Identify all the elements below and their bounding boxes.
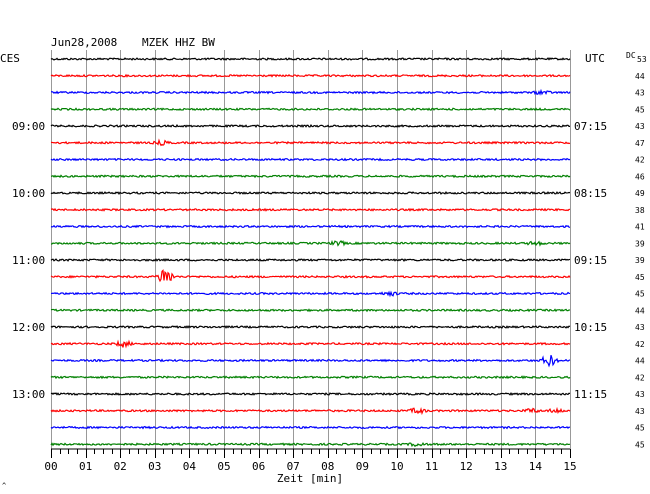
- x-tick-label: 14: [529, 460, 543, 473]
- right-time-label: 11:15: [574, 388, 607, 401]
- x-axis-ticks: 00 01 02 03 04 05 06 07 08 09 10 11 12 13 14 15: [44, 449, 577, 473]
- dc-offset-value: 45: [635, 440, 645, 449]
- seismic-trace: [50, 124, 570, 129]
- grid: [51, 50, 571, 449]
- dc-offset-value: 43: [635, 407, 645, 416]
- right-time-label: 07:15: [574, 120, 607, 133]
- dc-offset-value: 45: [635, 105, 645, 114]
- dc-offset-value: 45: [635, 290, 645, 299]
- x-tick-label: 07: [287, 460, 300, 473]
- dc-offset-value: 39: [635, 239, 645, 248]
- seismic-trace: [50, 239, 571, 247]
- left-time-label: 12:00: [12, 321, 45, 334]
- seismic-trace: [50, 392, 571, 396]
- right-time-label: 09:15: [574, 254, 607, 267]
- dc-offset-value: 43: [635, 390, 645, 399]
- x-tick-label: 15: [563, 460, 576, 473]
- left-time-label: 11:00: [12, 254, 45, 267]
- x-tick-label: 10: [390, 460, 403, 473]
- dc-offset-value: 43: [635, 323, 645, 332]
- dc-offset-value: 44: [635, 72, 645, 81]
- seismic-trace: [50, 425, 571, 430]
- dc-offset-value: 42: [635, 156, 645, 165]
- dc-offset-value: 43: [635, 89, 645, 98]
- seismic-trace: [50, 207, 571, 212]
- dc-offset-value: 42: [635, 340, 645, 349]
- seismic-trace: [50, 406, 571, 416]
- right-time-labels: 07:15 08:15 09:15 10:15 11:15: [574, 120, 607, 401]
- dc-offset-value: 44: [635, 357, 645, 366]
- x-tick-label: 04: [183, 460, 197, 473]
- left-time-label: 10:00: [12, 187, 45, 200]
- dc-offset-value: 47: [635, 139, 645, 148]
- seismic-trace: [50, 258, 571, 262]
- seismic-trace: [50, 224, 571, 229]
- seismic-trace: [50, 138, 571, 147]
- date-label: Jun28,2008: [51, 36, 117, 49]
- station-label: MZEK HHZ BW: [142, 36, 215, 49]
- seismic-trace: [50, 88, 571, 96]
- dc-offset-value: 46: [635, 172, 645, 181]
- seismic-trace: [50, 354, 571, 368]
- seismic-trace: [50, 73, 571, 78]
- left-timezone-label: CES: [0, 52, 20, 65]
- dc-offset-value: 39: [635, 256, 645, 265]
- seismic-trace: [50, 442, 571, 448]
- x-tick-label: 11: [425, 460, 438, 473]
- left-time-label: 13:00: [12, 388, 45, 401]
- dc-offset-value: 53: [637, 55, 647, 64]
- dc-offset-value: 49: [635, 189, 645, 198]
- corner-mark: ^: [2, 482, 6, 490]
- dc-label: DC: [626, 51, 636, 60]
- x-tick-label: 06: [252, 460, 265, 473]
- dc-offset-value: 42: [635, 373, 645, 382]
- right-timezone-label: UTC: [585, 52, 605, 65]
- seismic-trace: [50, 174, 571, 179]
- seismic-trace: [50, 325, 571, 329]
- seismic-trace: [50, 190, 571, 195]
- dc-offset-value: 45: [635, 273, 645, 282]
- dc-offset-value: 45: [635, 424, 645, 433]
- left-time-labels: 09:00 10:00 11:00 12:00 13:00: [12, 120, 45, 401]
- seismic-trace: [50, 339, 571, 349]
- dc-offset-value: 43: [635, 122, 645, 131]
- seismic-trace: [50, 107, 571, 112]
- seismic-trace: [50, 308, 571, 313]
- x-tick-label: 00: [44, 460, 57, 473]
- dc-offset-value: 38: [635, 206, 645, 215]
- seismic-trace: [50, 290, 571, 298]
- x-tick-label: 02: [114, 460, 127, 473]
- x-tick-label: 05: [217, 460, 230, 473]
- right-time-label: 08:15: [574, 187, 607, 200]
- seismic-trace: [50, 157, 571, 162]
- x-tick-label: 09: [356, 460, 369, 473]
- seismic-trace: [50, 375, 571, 380]
- right-time-label: 10:15: [574, 321, 607, 334]
- x-tick-label: 08: [321, 460, 334, 473]
- x-tick-label: 01: [79, 460, 92, 473]
- x-tick-label: 13: [494, 460, 507, 473]
- x-tick-label: 03: [148, 460, 161, 473]
- dc-offset-value: 41: [635, 223, 645, 232]
- seismic-trace: [50, 269, 571, 283]
- left-time-label: 09:00: [12, 120, 45, 133]
- dc-offset-column: 53 44 43 45 43 47 42 46 49 38 41 39 39 45 45 44 43 42 44 42…: [635, 55, 647, 449]
- trace-group: [50, 57, 571, 448]
- x-axis-label: Zeit [min]: [277, 472, 343, 485]
- seismic-trace: [50, 57, 571, 61]
- dc-offset-value: 44: [635, 306, 645, 315]
- x-tick-label: 12: [460, 460, 473, 473]
